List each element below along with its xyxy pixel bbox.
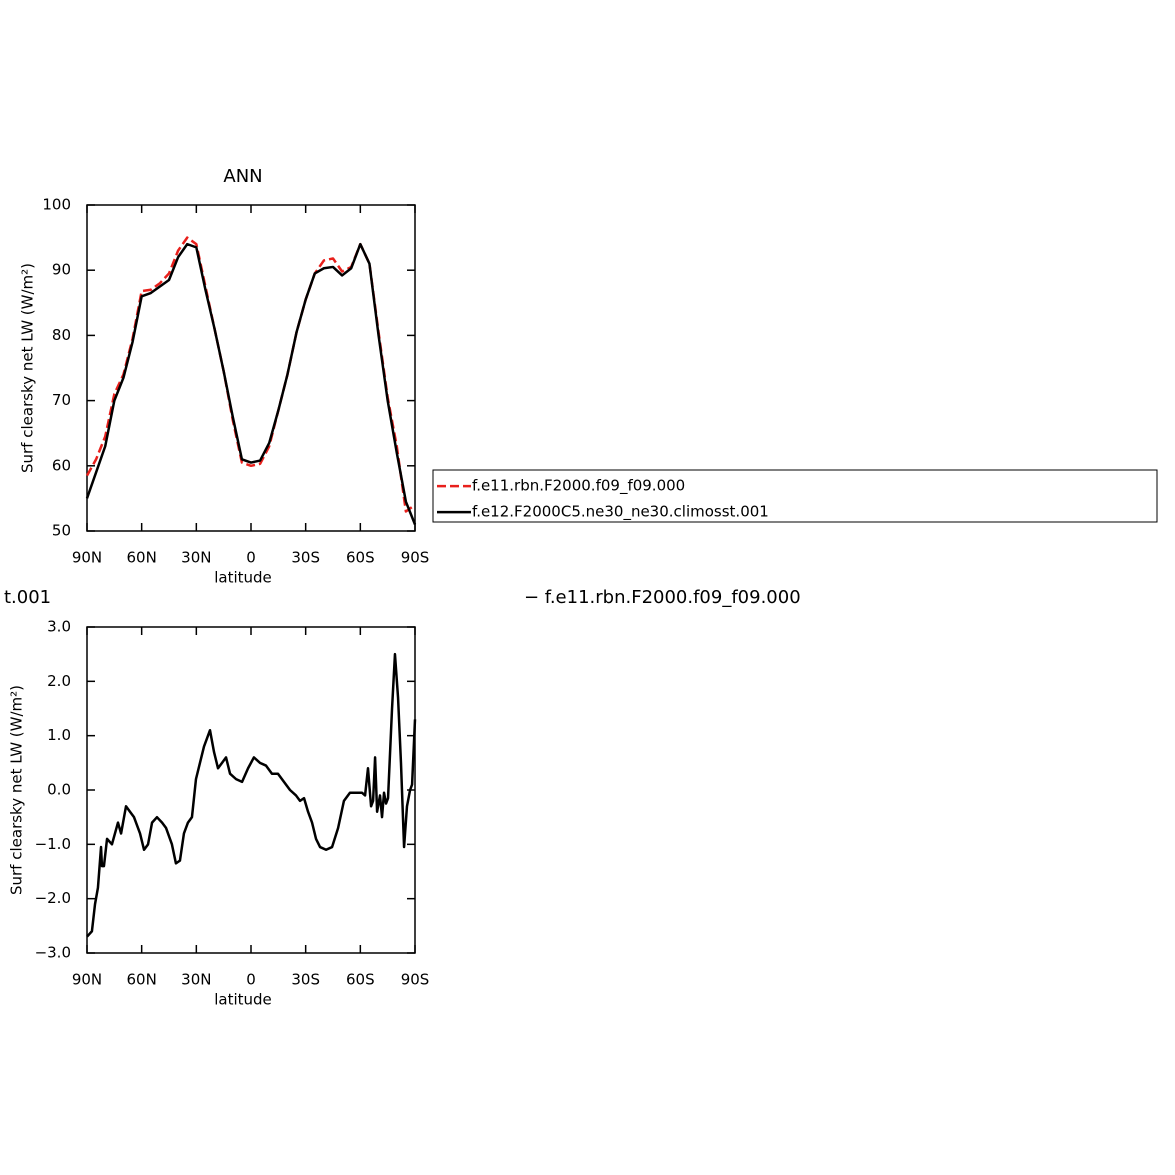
x-tick-label: 0 bbox=[246, 549, 256, 567]
y-tick-label: −1.0 bbox=[35, 835, 71, 853]
x-tick-label: 60N bbox=[127, 549, 157, 567]
x-axis-label: latitude bbox=[214, 991, 272, 1009]
y-tick-label: 0.0 bbox=[47, 781, 71, 799]
annotation: t.001 bbox=[4, 587, 51, 608]
x-tick-label: 0 bbox=[246, 971, 256, 989]
x-tick-label: 30S bbox=[291, 549, 320, 567]
data-line bbox=[85, 242, 417, 525]
legend-label: f.e12.F2000C5.ne30_ne30.climosst.001 bbox=[472, 503, 769, 522]
legend-box bbox=[432, 469, 1158, 523]
x-tick-label: 30S bbox=[291, 971, 320, 989]
data-line bbox=[86, 652, 417, 938]
y-tick-label: −2.0 bbox=[35, 889, 71, 907]
x-tick-label: 90S bbox=[401, 549, 430, 567]
y-tick-label: 90 bbox=[52, 261, 71, 279]
x-tick-label: 60N bbox=[127, 971, 157, 989]
chart-title: ANN bbox=[223, 166, 262, 187]
y-tick-label: 100 bbox=[42, 196, 71, 214]
x-tick-label: 90N bbox=[72, 549, 102, 567]
y-tick-label: −3.0 bbox=[35, 944, 71, 962]
y-tick-label: 3.0 bbox=[47, 618, 71, 636]
y-tick-label: 80 bbox=[52, 326, 71, 344]
annotation: − f.e11.rbn.F2000.f09_f09.000 bbox=[524, 587, 801, 608]
y-axis-label: Surf clearsky net LW (W/m²) bbox=[19, 263, 37, 473]
y-tick-label: 70 bbox=[52, 391, 71, 409]
y-tick-label: 2.0 bbox=[47, 672, 71, 690]
x-tick-label: 30N bbox=[181, 971, 211, 989]
x-tick-label: 90N bbox=[72, 971, 102, 989]
x-tick-label: 30N bbox=[181, 549, 211, 567]
x-tick-label: 60S bbox=[346, 971, 375, 989]
y-tick-label: 1.0 bbox=[47, 726, 71, 744]
legend-label: f.e11.rbn.F2000.f09_f09.000 bbox=[472, 477, 685, 496]
x-tick-label: 60S bbox=[346, 549, 375, 567]
y-tick-label: 50 bbox=[52, 522, 71, 540]
y-tick-label: 60 bbox=[52, 456, 71, 474]
x-tick-label: 90S bbox=[401, 971, 430, 989]
x-axis-label: latitude bbox=[214, 569, 272, 587]
y-axis-label: Surf clearsky net LW (W/m²) bbox=[8, 685, 26, 895]
